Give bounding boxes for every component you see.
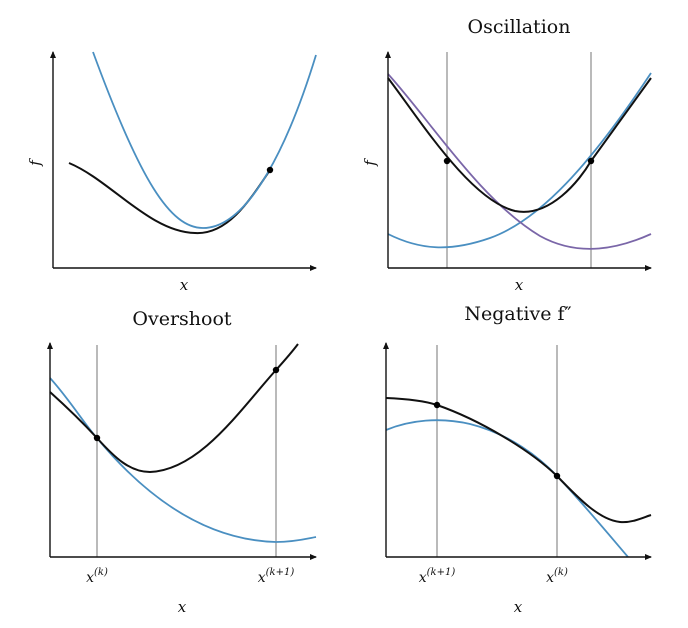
tick-label-xk: x(k) bbox=[546, 567, 568, 586]
point-right bbox=[587, 157, 595, 165]
panel-2: Oscillation x f bbox=[361, 16, 652, 294]
point-left bbox=[443, 157, 451, 165]
point-xk bbox=[553, 472, 561, 480]
panel-4: Negative f″ x(k+1) x(k) x bbox=[383, 303, 652, 616]
function-curve bbox=[68, 162, 271, 235]
function-curve bbox=[387, 77, 652, 213]
panel-title: Oscillation bbox=[468, 16, 571, 38]
y-axis-label: f bbox=[26, 158, 44, 167]
quadratic-model-curve bbox=[385, 419, 629, 558]
point-xk1 bbox=[272, 366, 280, 374]
panel-title: Overshoot bbox=[132, 308, 232, 330]
x-axis-label: x bbox=[178, 598, 187, 616]
point-xk bbox=[93, 434, 101, 442]
point-xk1 bbox=[433, 401, 441, 409]
panel-3: Overshoot x(k) x(k+1) x bbox=[47, 308, 317, 616]
quadratic-model-curve bbox=[49, 377, 317, 543]
quadratic-model-curve bbox=[92, 51, 317, 229]
y-axis-label: f bbox=[361, 158, 379, 167]
function-curve bbox=[49, 343, 299, 474]
tick-label-xk: x(k) bbox=[86, 567, 108, 586]
panel-1: x f bbox=[26, 51, 317, 294]
tick-label-xk1: x(k+1) bbox=[419, 567, 456, 586]
quadratic-model-left-curve bbox=[387, 72, 652, 249]
x-axis-label: x bbox=[180, 276, 189, 294]
quadratic-model-right-curve bbox=[387, 73, 652, 250]
tick-label-xk1: x(k+1) bbox=[258, 567, 295, 586]
panel-title: Negative f″ bbox=[464, 303, 571, 325]
x-axis-label: x bbox=[514, 598, 523, 616]
current-point bbox=[266, 166, 274, 174]
x-axis-label: x bbox=[515, 276, 524, 294]
function-curve bbox=[385, 397, 652, 524]
